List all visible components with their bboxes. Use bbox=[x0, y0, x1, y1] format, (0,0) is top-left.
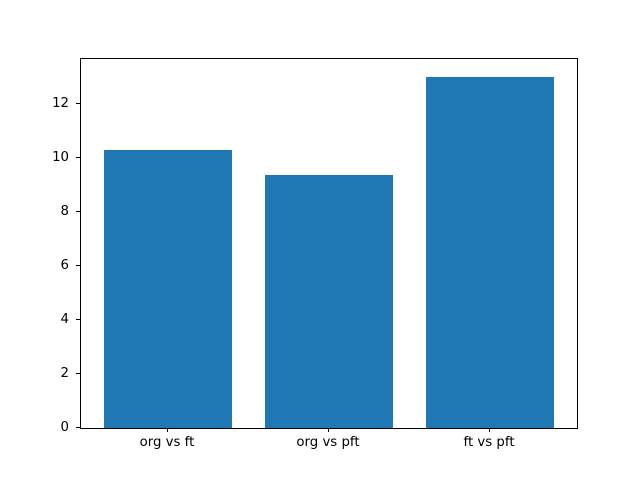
y-tick-label: 6 bbox=[60, 257, 69, 273]
y-tick-label: 10 bbox=[52, 149, 69, 165]
y-tick-label: 12 bbox=[52, 95, 69, 111]
y-tick-label: 8 bbox=[60, 203, 69, 219]
bar-org-vs-pft bbox=[264, 175, 394, 428]
x-tick-mark bbox=[489, 428, 491, 432]
y-tick-mark bbox=[76, 156, 80, 158]
y-tick-label: 2 bbox=[60, 365, 69, 381]
y-tick-mark bbox=[76, 427, 80, 428]
y-tick-mark bbox=[76, 102, 80, 104]
y-tick-mark bbox=[76, 264, 80, 266]
y-tick-label: 4 bbox=[60, 311, 69, 327]
y-tick-mark bbox=[76, 210, 80, 212]
x-tick-mark bbox=[166, 428, 168, 432]
y-tick-mark bbox=[76, 318, 80, 320]
y-tick-label: 0 bbox=[60, 420, 69, 435]
bar-org-vs-ft bbox=[103, 150, 233, 428]
y-tick-mark bbox=[76, 372, 80, 374]
x-tick-mark bbox=[328, 428, 329, 432]
x-tick-label: org vs ft bbox=[139, 435, 195, 450]
x-tick-label: ft vs pft bbox=[463, 435, 515, 450]
x-tick-label: org vs pft bbox=[296, 435, 360, 450]
plot-area bbox=[80, 58, 578, 429]
bar-ft-vs-pft bbox=[425, 76, 555, 428]
